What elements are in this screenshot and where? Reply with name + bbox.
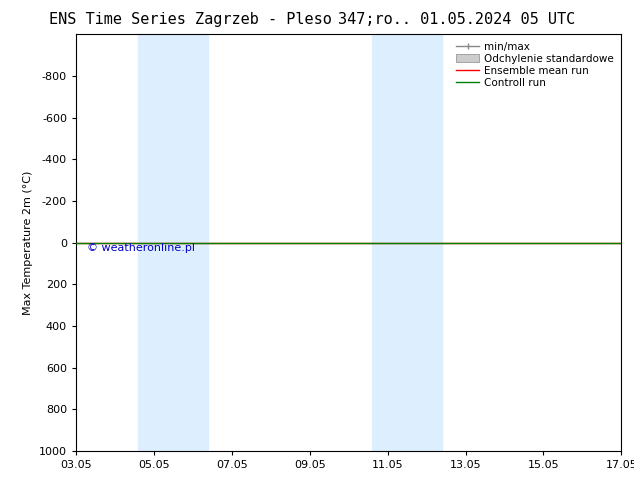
Bar (372, 34, 442, 451)
Text: © weatheronline.pl: © weatheronline.pl (87, 243, 195, 252)
Legend: min/max, Odchylenie standardowe, Ensemble mean run, Controll run: min/max, Odchylenie standardowe, Ensembl… (454, 40, 616, 90)
Bar (138, 34, 209, 451)
Y-axis label: Max Temperature 2m (°C): Max Temperature 2m (°C) (23, 171, 34, 315)
Text: 347;ro.. 01.05.2024 05 UTC: 347;ro.. 01.05.2024 05 UTC (338, 12, 575, 27)
Text: ENS Time Series Zagrzeb - Pleso: ENS Time Series Zagrzeb - Pleso (49, 12, 332, 27)
